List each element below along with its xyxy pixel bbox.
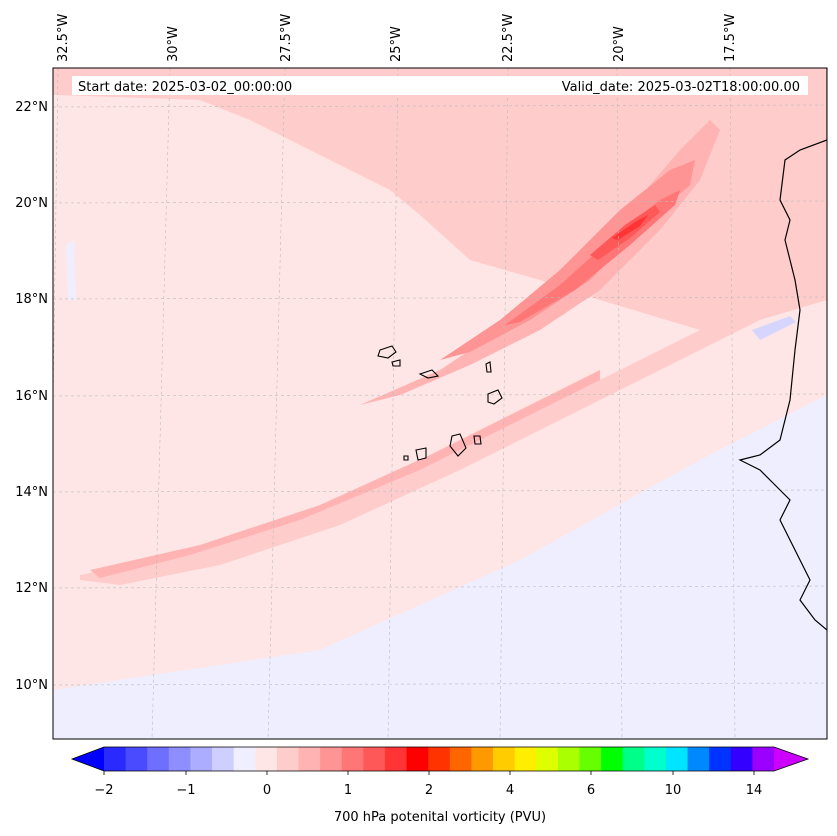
lat-label: 20°N	[15, 196, 48, 211]
colorbar-segment	[644, 747, 667, 771]
colorbar-label: 700 hPa potenital vorticity (PVU)	[334, 810, 546, 825]
colorbar-segment	[384, 747, 408, 771]
longitude-labels: 32.5°W 30°W 27.5°W 25°W 22.5°W 20°W 17.5…	[56, 14, 738, 62]
africa-coastline	[738, 68, 827, 631]
colorbar-segment	[471, 747, 494, 771]
colorbar-segment	[233, 747, 256, 771]
colorbar-segment	[320, 747, 343, 771]
colorbar-segment	[449, 747, 472, 771]
colorbar-tick: 4	[506, 783, 514, 798]
pv-max-peak	[612, 215, 648, 240]
colorbar-segment	[341, 747, 364, 771]
colorbar-segment	[190, 747, 213, 771]
colorbar	[70, 746, 810, 775]
colorbar-tick: 2	[425, 783, 433, 798]
lat-label: 22°N	[15, 100, 48, 115]
colorbar-segment	[709, 747, 732, 771]
colorbar-tick: 1	[344, 783, 352, 798]
lon-label: 30°W	[166, 26, 181, 62]
colorbar-segment	[298, 747, 321, 771]
colorbar-ticks: −2 −1 0 1 2 4 6 10 14	[94, 783, 762, 798]
colorbar-segment	[168, 747, 191, 771]
colorbar-segment	[493, 747, 516, 771]
pv-upper-left-light	[53, 95, 230, 190]
lat-label: 12°N	[15, 581, 48, 596]
lon-label: 20°W	[612, 26, 627, 62]
colorbar-tick: −2	[94, 783, 113, 798]
start-date-label: Start date: 2025-03-02_00:00:00	[78, 80, 292, 95]
colorbar-segment	[622, 747, 645, 771]
colorbar-segment	[125, 747, 148, 771]
pv-upper-region	[53, 68, 827, 330]
pv-max-mid	[440, 160, 695, 360]
colorbar-tick: 6	[587, 783, 595, 798]
cabo-verde-islands	[377, 345, 503, 461]
colorbar-tick: 10	[665, 783, 682, 798]
colorbar-segment	[276, 747, 300, 771]
colorbar-segment	[104, 747, 127, 771]
lon-label: 17.5°W	[723, 14, 738, 62]
pv-light-band	[53, 360, 827, 685]
colorbar-segment	[255, 747, 278, 771]
header-box	[72, 76, 808, 95]
colorbar-segment	[212, 747, 235, 771]
map-frame	[52, 67, 828, 740]
colorbar-extend-min	[72, 747, 104, 771]
lat-label: 10°N	[15, 678, 48, 693]
colorbar-segment	[557, 747, 580, 771]
lon-label: 25°W	[389, 26, 404, 62]
pv-contour-field	[53, 68, 827, 739]
latitude-labels: 22°N 20°N 18°N 16°N 14°N 12°N 10°N	[15, 100, 48, 693]
colorbar-segment	[579, 747, 602, 771]
colorbar-segment	[536, 747, 559, 771]
colorbar-tick: −1	[176, 783, 195, 798]
valid-date-label: Valid_date: 2025-03-02T18:00:00.00	[562, 80, 800, 95]
colorbar-segment	[601, 747, 624, 771]
colorbar-segment	[514, 747, 537, 771]
colorbar-tick: 0	[263, 783, 271, 798]
pv-negative-region	[53, 395, 827, 739]
lon-label: 27.5°W	[279, 14, 294, 62]
pv-negative-blob	[752, 316, 796, 340]
lon-label: 22.5°W	[501, 14, 516, 62]
colorbar-segment	[428, 747, 451, 771]
colorbar-segment	[687, 747, 710, 771]
colorbar-segment	[363, 747, 386, 771]
lon-label: 32.5°W	[56, 14, 71, 62]
pv-ridge-outer	[80, 280, 827, 585]
pv-negative-streak	[66, 240, 76, 300]
lat-label: 18°N	[15, 292, 48, 307]
colorbar-extend-max	[774, 747, 808, 771]
colorbar-segment	[147, 747, 170, 771]
pv-max-outer	[360, 120, 720, 405]
colorbar-tick: 14	[746, 783, 763, 798]
colorbar-segment	[406, 747, 429, 771]
lat-label: 14°N	[15, 485, 48, 500]
colorbar-segment	[730, 747, 753, 771]
graticule	[53, 68, 827, 739]
colorbar-segment	[665, 747, 689, 771]
colorbar-segment	[752, 747, 775, 771]
lat-label: 16°N	[15, 389, 48, 404]
